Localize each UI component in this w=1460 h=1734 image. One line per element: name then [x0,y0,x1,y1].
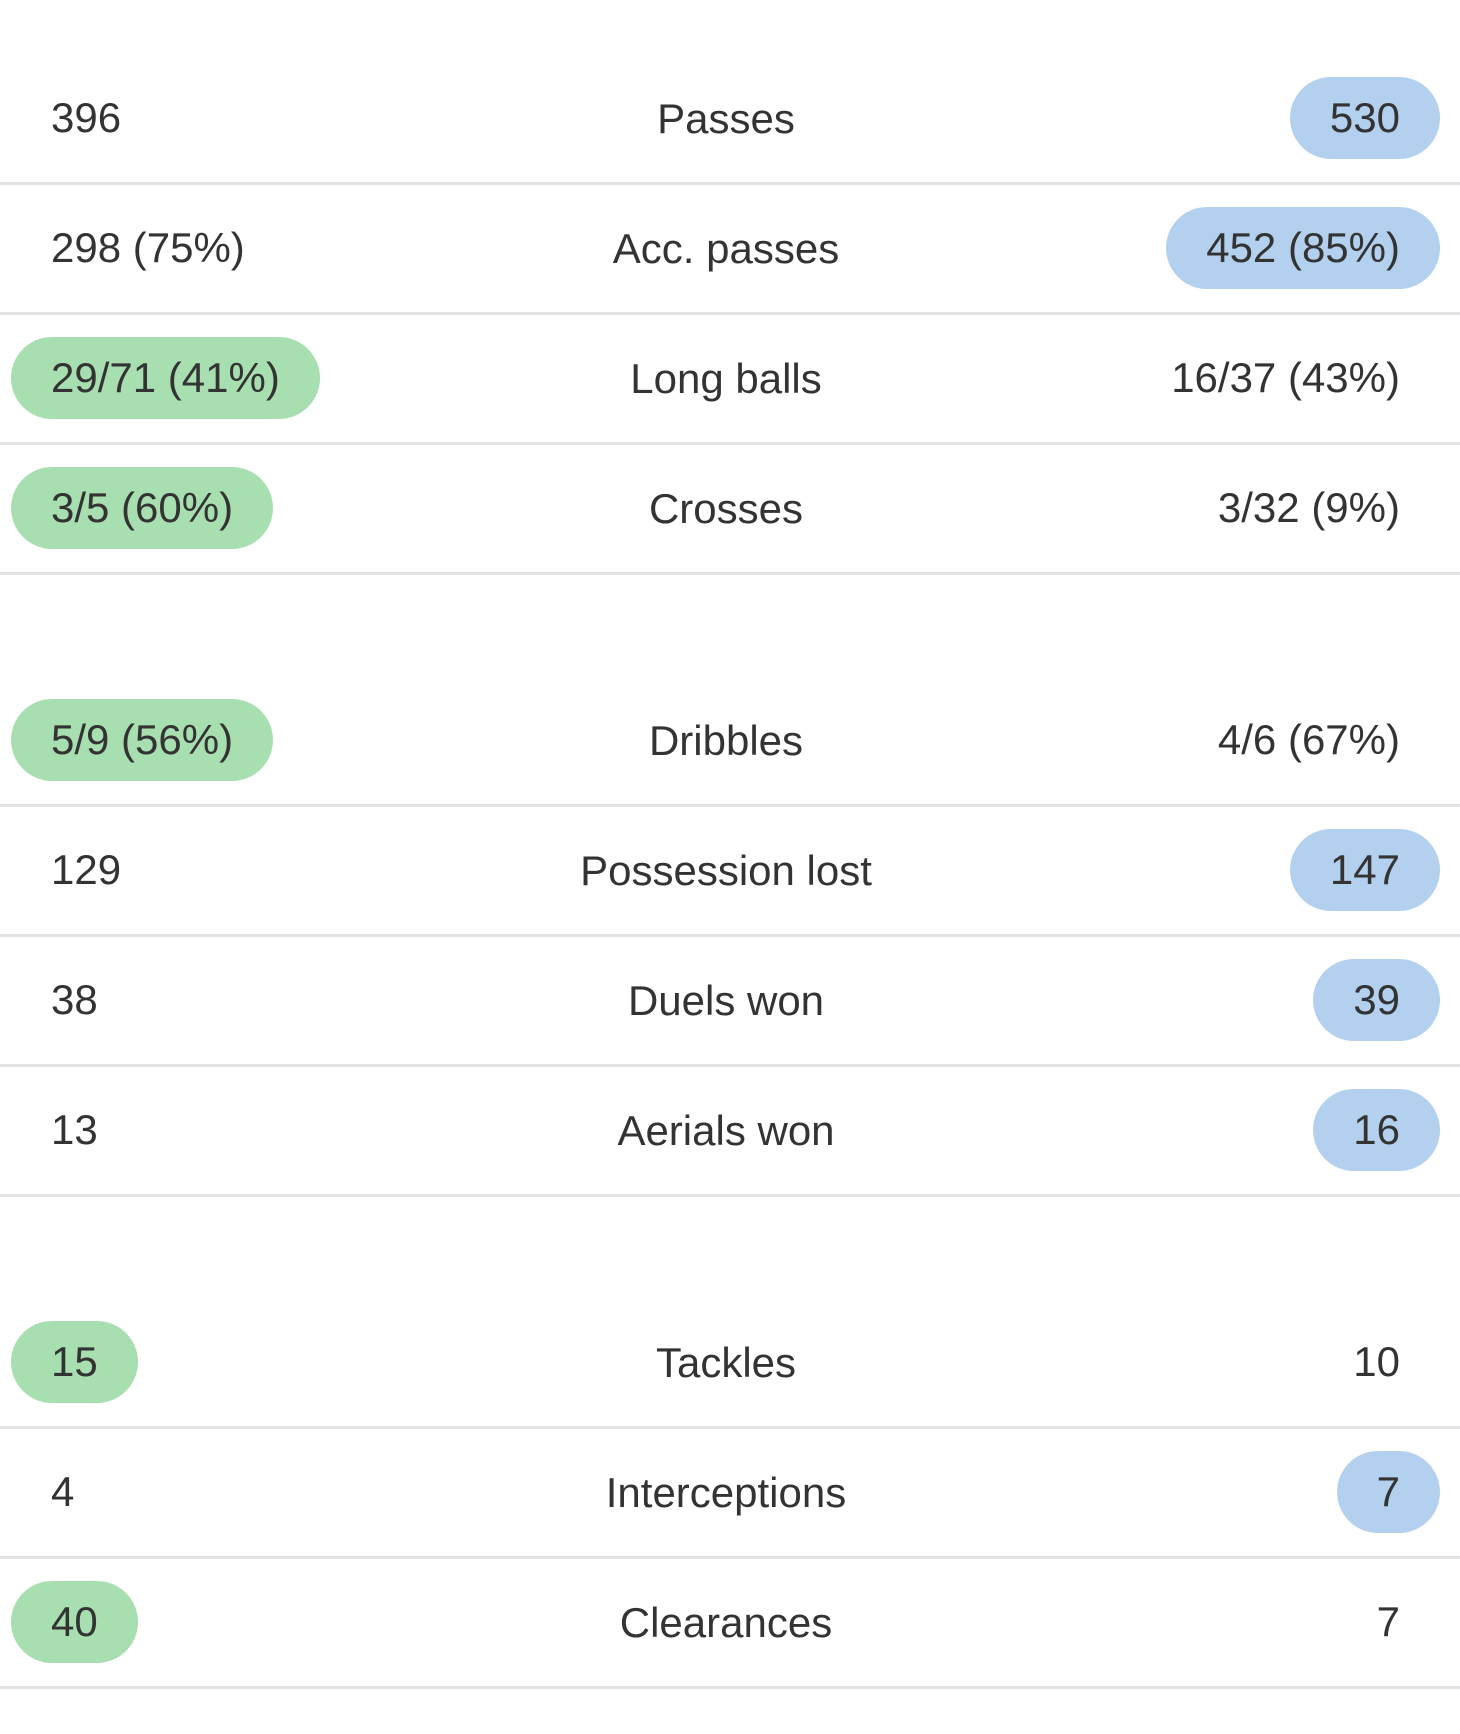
home-value: 396 [51,94,122,141]
stat-label: Tackles [655,1339,797,1386]
away-value: 10 [1353,1338,1400,1385]
stat-row-possession-lost: 129 Possession lost 147 [0,807,1460,937]
home-value-highlighted: 15 [11,1321,138,1403]
away-value: 3/32 (9%) [1217,484,1400,531]
stat-row-tackles: 15 Tackles 10 [0,1299,1460,1429]
stat-row-passes: 396 Passes 530 [0,55,1460,185]
away-value: 16/37 (43%) [1171,354,1400,401]
stat-row-interceptions: 4 Interceptions 7 [0,1429,1460,1559]
away-value: 7 [1376,1598,1400,1645]
stat-label: Clearances [619,1599,833,1646]
home-value-highlighted: 5/9 (56%) [11,699,274,781]
stat-label: Duels won [627,977,825,1024]
stat-row-long-balls: 29/71 (41%) Long balls 16/37 (43%) [0,315,1460,445]
home-value: 13 [51,1106,98,1153]
stats-group-defending: 15 Tackles 10 4 Interceptions 7 40 Clear… [0,1299,1460,1689]
home-value: 298 (75%) [51,224,245,271]
stat-label: Dribbles [648,717,804,764]
stat-row-dribbles: 5/9 (56%) Dribbles 4/6 (67%) [0,677,1460,807]
home-value-highlighted: 40 [11,1581,138,1663]
stat-row-aerials-won: 13 Aerials won 16 [0,1067,1460,1197]
stats-group-passing: 396 Passes 530 298 (75%) Acc. passes 452… [0,55,1460,575]
home-value: 129 [51,846,122,893]
stat-label: Interceptions [605,1469,847,1516]
away-value-highlighted: 452 (85%) [1166,207,1440,289]
stat-label: Crosses [648,485,804,532]
stat-row-duels-won: 38 Duels won 39 [0,937,1460,1067]
home-value-highlighted: 3/5 (60%) [11,467,274,549]
home-value-highlighted: 29/71 (41%) [11,337,320,419]
stat-label: Possession lost [580,847,872,894]
home-value: 38 [51,976,98,1023]
away-value-highlighted: 7 [1336,1451,1440,1533]
stat-label: Passes [657,95,795,142]
stat-label: Aerials won [617,1107,835,1154]
stat-row-clearances: 40 Clearances 7 [0,1559,1460,1689]
stat-label: Acc. passes [612,225,840,272]
stat-label: Long balls [630,355,822,402]
away-value-highlighted: 147 [1289,829,1440,911]
stats-group-duels: 5/9 (56%) Dribbles 4/6 (67%) 129 Possess… [0,677,1460,1197]
home-value: 4 [51,1468,75,1515]
away-value-highlighted: 530 [1289,77,1440,159]
away-value-highlighted: 39 [1313,959,1440,1041]
away-value: 4/6 (67%) [1217,716,1400,763]
stat-row-crosses: 3/5 (60%) Crosses 3/32 (9%) [0,445,1460,575]
away-value-highlighted: 16 [1313,1089,1440,1171]
stat-row-acc-passes: 298 (75%) Acc. passes 452 (85%) [0,185,1460,315]
